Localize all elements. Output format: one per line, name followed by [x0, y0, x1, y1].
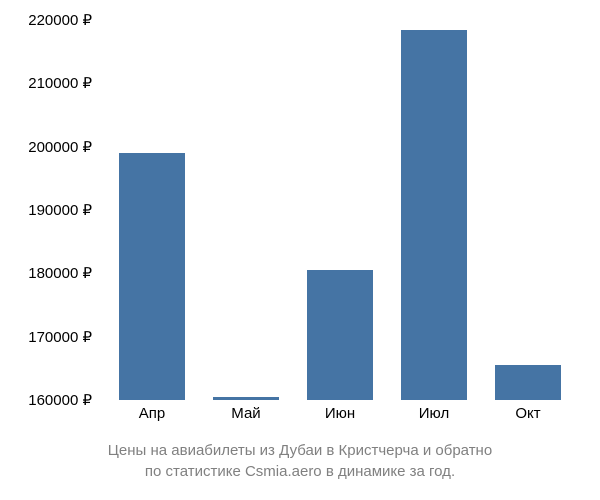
x-tick-label: Апр [139, 405, 165, 422]
y-tick-label: 180000 ₽ [28, 264, 92, 282]
plot-area [105, 20, 575, 400]
y-tick-label: 200000 ₽ [28, 138, 92, 156]
bar [495, 365, 561, 400]
price-chart: 160000 ₽ 170000 ₽ 180000 ₽ 190000 ₽ 200000 ₽… [0, 0, 600, 500]
y-tick-label: 210000 ₽ [28, 74, 92, 92]
chart-caption: Цены на авиабилеты из Дубаи в Кристчерча… [0, 440, 600, 482]
caption-line-2: по статистике Csmia.aero в динамике за г… [145, 463, 455, 480]
x-tick-label: Окт [515, 405, 540, 422]
y-tick-label: 190000 ₽ [28, 201, 92, 219]
caption-line-1: Цены на авиабилеты из Дубаи в Кристчерча… [108, 442, 492, 459]
bar [119, 153, 185, 400]
y-tick-label: 220000 ₽ [28, 11, 92, 29]
y-tick-label: 160000 ₽ [28, 391, 92, 409]
bar [401, 30, 467, 401]
bar [307, 270, 373, 400]
bar [213, 397, 279, 400]
x-tick-label: Май [231, 405, 260, 422]
x-tick-label: Июн [325, 405, 355, 422]
y-axis: 160000 ₽170000 ₽180000 ₽190000 ₽200000 ₽… [0, 20, 100, 400]
x-tick-label: Июл [419, 405, 449, 422]
x-axis: Апр Май Июн Июл Окт [105, 405, 575, 430]
y-tick-label: 170000 ₽ [28, 328, 92, 346]
